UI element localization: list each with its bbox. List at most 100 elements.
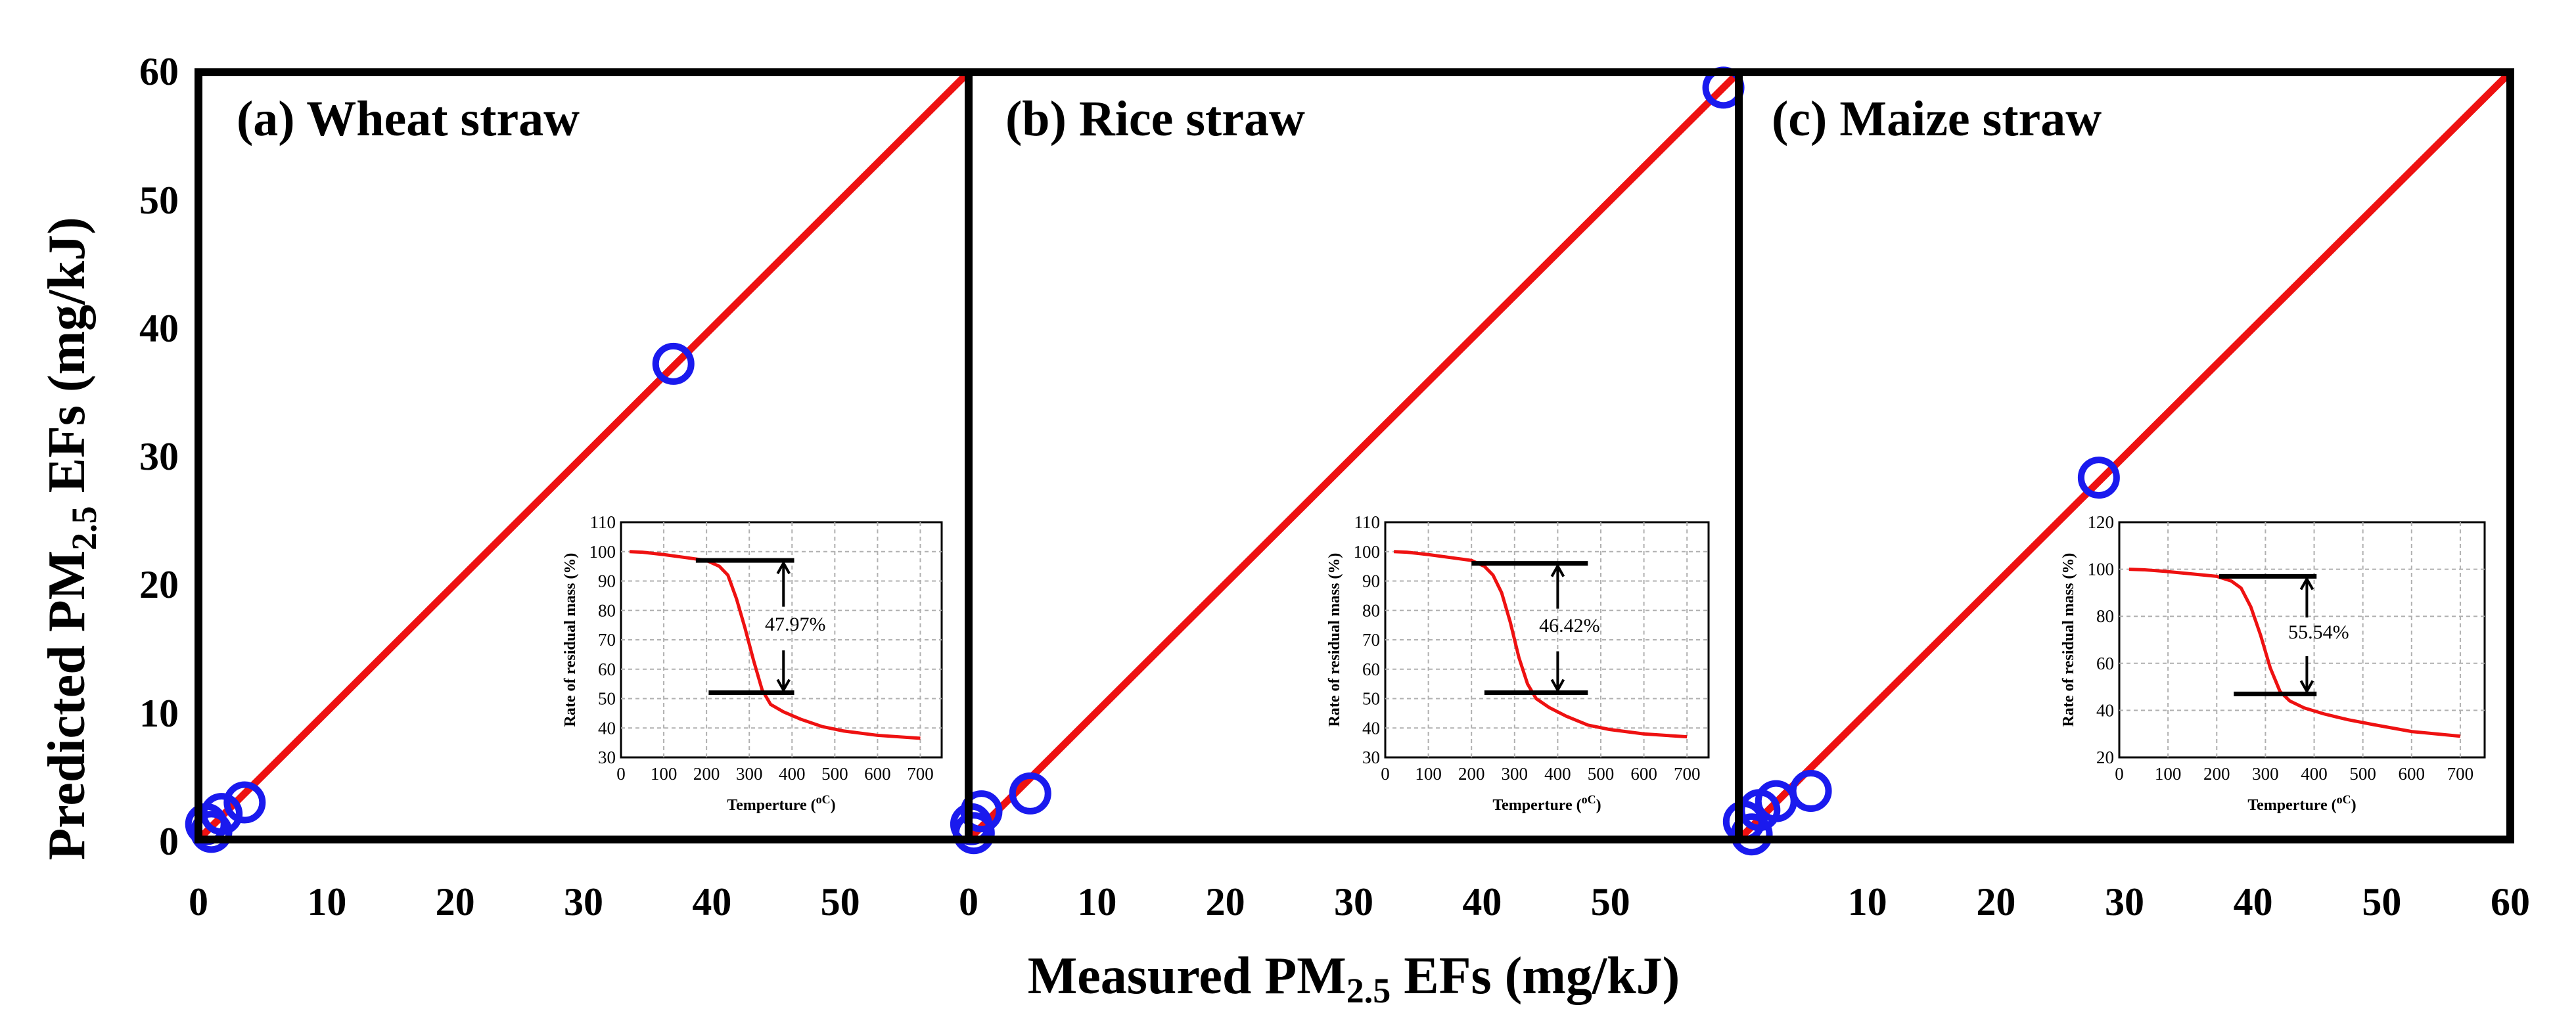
x-tick-labels: 0 10 20 30 40 50 (959, 880, 1630, 924)
x-tick-label: 50 (2362, 880, 2401, 924)
inset-y-tick: 60 (1362, 660, 1380, 679)
inset-y-tick: 120 (2088, 512, 2115, 532)
inset-y-title: Rate of residual mass (%) (1326, 553, 1343, 727)
inset-y-tick: 100 (2088, 560, 2115, 579)
inset-y-tick: 60 (598, 660, 616, 679)
inset-y-tick: 80 (2096, 606, 2114, 626)
x-tick-label: 0 (959, 880, 978, 924)
inset-x-tick: 500 (1588, 764, 1615, 784)
inset-y-tick: 70 (1362, 630, 1380, 650)
inset-y-tick: 60 (2096, 654, 2114, 673)
y-tick-label: 20 (139, 563, 179, 606)
data-point (200, 793, 243, 836)
inset-y-tick: 110 (1354, 512, 1381, 532)
x-tick-label: 20 (436, 880, 475, 924)
y-axis-title: Predicted PM2.5 EFs (mg/kJ) (38, 217, 104, 860)
inset-x-tick: 300 (1502, 764, 1529, 784)
data-point (1730, 813, 1773, 856)
inset-x-tick: 700 (1674, 764, 1701, 784)
inset-x-tick: 0 (616, 764, 626, 784)
inset-y-tick: 100 (589, 542, 616, 562)
x-tick-label: 10 (1077, 880, 1116, 924)
inset-x-tick: 600 (864, 764, 891, 784)
panel-title: (b) Rice straw (1005, 91, 1305, 146)
inset-y-tick: 30 (1362, 748, 1380, 767)
tga-curve (629, 550, 921, 740)
inset-x-tick: 400 (1544, 764, 1571, 784)
inset-x-tick: 100 (651, 764, 678, 784)
inset-x-tick: 100 (2155, 764, 2182, 784)
inset-x-title: Temperture (oC) (1492, 793, 1601, 814)
inset-x-tick: 200 (2203, 764, 2230, 784)
inset-y-tick: 100 (1354, 542, 1381, 562)
inset-x-ticks: 0 100 200 300 400 500 600 700 (1381, 764, 1700, 784)
mass-loss-label: 46.42% (1539, 615, 1600, 637)
x-tick-label: 30 (2105, 880, 2144, 924)
inset-x-tick: 0 (1381, 764, 1390, 784)
inset-y-tick: 80 (598, 600, 616, 620)
inset-x-tick: 400 (2301, 764, 2328, 784)
x-tick-label: 20 (1206, 880, 1245, 924)
inset-x-tick: 600 (1630, 764, 1657, 784)
inset-frame (2118, 521, 2486, 759)
fit-line (965, 68, 1743, 843)
inset-grid (2119, 522, 2485, 757)
x-tick-label: 0 (189, 880, 208, 924)
y-tick-label: 10 (139, 692, 179, 735)
inset-x-tick: 0 (2115, 764, 2124, 784)
inset-y-tick: 50 (598, 689, 616, 709)
x-tick-labels: 10 20 30 40 50 60 (1848, 880, 2530, 924)
data-point (652, 342, 695, 385)
inset-y-tick: 70 (598, 630, 616, 650)
y-tick-labels: 0 10 20 30 40 50 60 (139, 50, 179, 863)
x-tick-label: 40 (2234, 880, 2273, 924)
inset-y-tick: 80 (1362, 600, 1380, 620)
y-tick-label: 40 (139, 307, 179, 350)
inset-x-tick: 200 (693, 764, 720, 784)
x-tick-label: 40 (692, 880, 731, 924)
x-axis-title: Measured PM2.5 EFs (mg/kJ) (1028, 947, 1680, 1010)
panel-title: (a) Wheat straw (237, 91, 580, 146)
inset-x-tick: 200 (1458, 764, 1485, 784)
x-tick-label: 40 (1462, 880, 1502, 924)
data-point (952, 812, 995, 855)
down-arrow-head (776, 679, 791, 693)
data-point (1789, 770, 1832, 813)
panel-a: (a) Wheat straw 0 10 20 30 40 50 47.97% … (185, 68, 973, 924)
points-group (1722, 457, 2120, 856)
inset-y-tick: 40 (2096, 700, 2114, 720)
up-arrow-head (2299, 576, 2314, 591)
inset-y-tick: 20 (2096, 748, 2114, 767)
inset-x-tick: 500 (821, 764, 848, 784)
mass-loss-label: 55.54% (2288, 621, 2349, 643)
inset-x-ticks: 0 100 200 300 400 500 600 700 (616, 764, 933, 784)
y-tick-label: 60 (139, 50, 179, 93)
y-tick-label: 30 (139, 435, 179, 478)
tga-curve (2128, 568, 2461, 738)
inset-y-tick: 30 (598, 748, 616, 767)
inset-x-title: Temperture (oC) (2247, 793, 2356, 814)
inset-x-tick: 700 (2447, 764, 2474, 784)
fit-line (195, 68, 973, 843)
inset-x-tick: 300 (2252, 764, 2279, 784)
x-tick-label: 10 (307, 880, 346, 924)
inset-x-tick: 500 (2349, 764, 2376, 784)
inset-y-title: Rate of residual mass (%) (562, 553, 579, 727)
x-tick-label: 50 (1591, 880, 1630, 924)
inset-x-tick: 600 (2399, 764, 2426, 784)
inset-y-ticks: 20 40 60 80 100 120 (2088, 512, 2115, 767)
x-tick-label: 60 (2491, 880, 2530, 924)
y-tick-label: 0 (159, 820, 179, 863)
inset-x-ticks: 0 100 200 300 400 500 600 700 (2115, 764, 2473, 784)
inset-y-tick: 40 (598, 718, 616, 738)
inset-y-ticks: 30 40 50 60 70 80 90 100 110 (589, 512, 616, 767)
inset-x-tick: 100 (1415, 764, 1442, 784)
inset-x-tick: 400 (779, 764, 806, 784)
inset-y-ticks: 30 40 50 60 70 80 90 100 110 (1354, 512, 1381, 767)
fit-line (1735, 68, 2514, 843)
inset-y-tick: 90 (1362, 571, 1380, 591)
outer-frame (195, 68, 2514, 843)
down-arrow-head (1550, 679, 1565, 693)
x-tick-label: 20 (1976, 880, 2015, 924)
